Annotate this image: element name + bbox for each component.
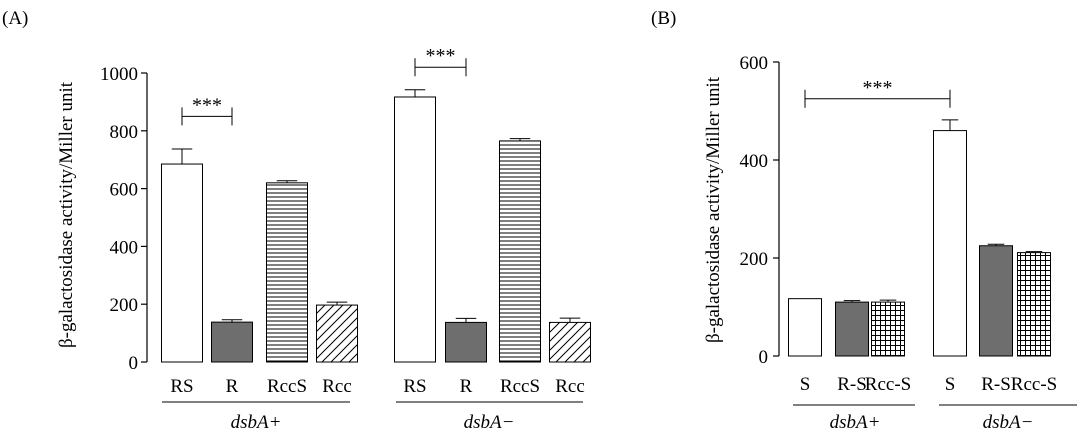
significance-bracket: *** (414, 45, 467, 77)
error-bar (276, 180, 298, 183)
bar-rect (394, 96, 436, 363)
bar-dsbaplus-r-s (835, 300, 869, 357)
y-tick-label: 0 (759, 347, 769, 368)
error-bar (1025, 251, 1043, 253)
y-tick-label: 200 (110, 295, 139, 316)
bar-rect (211, 321, 253, 363)
error-bar (509, 138, 531, 141)
panel-a-bars (161, 89, 591, 363)
panel-b-group-label-dsba-minus: dsbA− (983, 412, 1034, 433)
panel-b-bars (788, 119, 1051, 357)
panel-b-group-labels: dsbA+ dsbA− (793, 404, 1077, 433)
category-label: R-S (837, 374, 867, 395)
bar-rect (161, 163, 203, 363)
significance-bracket: *** (804, 77, 951, 108)
bar-dsbaminus-r-s (979, 243, 1013, 357)
category-label: RS (170, 376, 193, 397)
category-label: RccS (267, 376, 307, 397)
category-label: R (226, 376, 239, 397)
category-label: S (800, 374, 811, 395)
bar-dsbaminus-s (933, 119, 967, 357)
bar-rect (549, 321, 591, 363)
error-bar (221, 319, 243, 323)
error-bar (941, 119, 959, 131)
y-tick-label: 800 (110, 122, 139, 143)
panel-a-group-label-dsba-plus: dsbA+ (231, 412, 282, 433)
bar-rect (979, 245, 1013, 357)
category-label: R (460, 376, 473, 397)
panel-b-significance: *** (804, 77, 951, 108)
category-label: Rcc (322, 376, 352, 397)
error-bar (171, 148, 193, 165)
category-label: RS (403, 376, 426, 397)
category-label: Rcc-S (865, 374, 911, 395)
y-tick-label: 600 (740, 53, 769, 74)
bar-dsbaplus-r (211, 319, 253, 363)
bar-rect (266, 182, 308, 363)
bar-dsbaminus-rs (394, 89, 436, 363)
panel-a-significance: *** *** (181, 45, 467, 126)
bar-dsbaminus-rcc-s (1017, 251, 1051, 357)
panel-b: (B) β-galactosidase activity/Miller unit… (651, 8, 1077, 433)
y-tick-label: 600 (110, 180, 139, 201)
bar-dsbaminus-r (445, 317, 487, 363)
panel-a-category-labels: RS R RccS Rcc RS R RccS Rcc (170, 376, 584, 397)
panel-a: (A) β-galactosidase activity/Miller unit… (2, 8, 591, 433)
panel-b-group-label-dsba-plus: dsbA+ (830, 412, 881, 433)
error-bar (843, 300, 861, 303)
error-bar (326, 301, 348, 306)
category-label: S (945, 374, 956, 395)
bar-rect (499, 140, 541, 363)
error-bar (987, 243, 1005, 246)
panel-b-y-axis-label: β-galactosidase activity/Miller unit (703, 76, 724, 343)
category-label: RccS (500, 376, 540, 397)
bar-rect (445, 321, 487, 363)
significance-label: *** (426, 45, 456, 67)
bar-dsbaplus-rccs (266, 180, 308, 363)
bar-rect (788, 298, 822, 357)
error-bar (404, 89, 426, 97)
error-bar (879, 299, 897, 303)
bar-dsbaplus-rcc-s (871, 299, 905, 357)
category-label: R-S (981, 374, 1011, 395)
panel-b-y-axis: 0 200 400 600 (740, 53, 780, 368)
panel-a-y-axis-label: β-galactosidase activity/Miller unit (56, 81, 77, 348)
panel-a-group-label-dsba-minus: dsbA− (464, 412, 515, 433)
bar-rect (316, 304, 358, 363)
y-tick-label: 400 (740, 151, 769, 172)
error-bar (455, 317, 477, 323)
bar-rect (835, 301, 869, 357)
significance-bracket: *** (181, 94, 233, 126)
bar-dsbaplus-s (788, 298, 822, 357)
panel-a-y-axis: 0 200 400 600 800 1000 (100, 64, 148, 374)
bar-rect (871, 301, 905, 357)
panel-b-label: (B) (651, 8, 676, 29)
bar-dsbaminus-rcc (549, 317, 591, 363)
y-tick-label: 0 (129, 353, 139, 374)
significance-label: *** (863, 77, 893, 99)
y-tick-label: 400 (110, 237, 139, 258)
significance-label: *** (192, 94, 222, 116)
y-tick-label: 1000 (100, 64, 138, 85)
bar-rect (1017, 252, 1051, 357)
bar-rect (933, 130, 967, 357)
category-label: Rcc-S (1011, 374, 1057, 395)
panel-a-group-labels: dsbA+ dsbA− (162, 401, 583, 433)
category-label: Rcc (555, 376, 585, 397)
bar-dsbaminus-rccs (499, 138, 541, 363)
panel-a-label: (A) (2, 8, 28, 29)
error-bar (559, 317, 581, 323)
bar-dsbaplus-rcc (316, 301, 358, 363)
bar-dsbaplus-rs (161, 148, 203, 363)
y-tick-label: 200 (740, 249, 769, 270)
